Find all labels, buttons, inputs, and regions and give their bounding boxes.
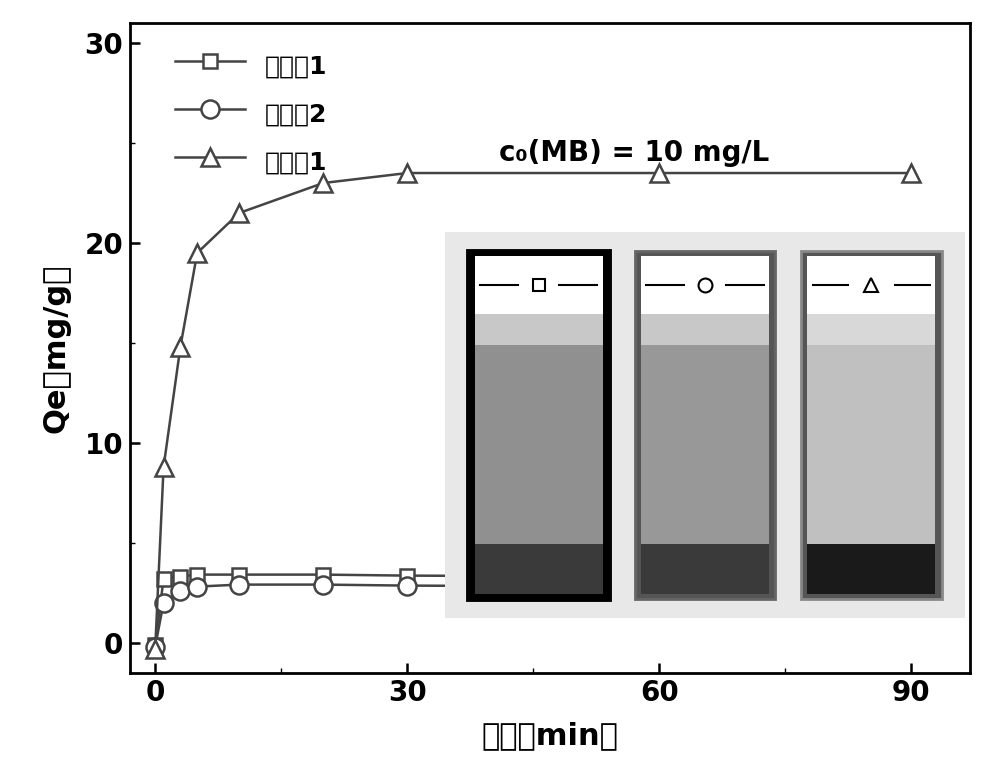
Text: c₀(MB) = 10 mg/L: c₀(MB) = 10 mg/L — [499, 139, 769, 167]
实施夗1 — [191, 248, 203, 257]
实施夗1 — [174, 342, 186, 352]
实施夗1 — [233, 209, 245, 218]
FancyBboxPatch shape — [475, 345, 603, 544]
FancyBboxPatch shape — [475, 256, 603, 314]
FancyBboxPatch shape — [475, 314, 603, 345]
对比夗1 — [158, 574, 170, 584]
对比夗1 — [149, 640, 161, 649]
对比夗2 — [191, 582, 203, 591]
实施夗1 — [149, 644, 161, 653]
Line: 实施夗1: 实施夗1 — [146, 164, 920, 658]
对比夗2 — [401, 581, 413, 591]
对比夗2 — [158, 598, 170, 608]
FancyBboxPatch shape — [468, 251, 609, 599]
FancyBboxPatch shape — [807, 256, 935, 314]
FancyBboxPatch shape — [641, 256, 769, 314]
FancyBboxPatch shape — [445, 232, 965, 618]
X-axis label: 时间（min）: 时间（min） — [482, 721, 618, 751]
对比夗2 — [905, 584, 917, 593]
FancyBboxPatch shape — [801, 251, 942, 599]
FancyBboxPatch shape — [641, 345, 769, 544]
实施夗1 — [905, 169, 917, 178]
Line: 对比夗2: 对比夗2 — [146, 576, 920, 656]
Y-axis label: Qe（mg/g）: Qe（mg/g） — [41, 263, 70, 433]
对比夗1 — [317, 570, 329, 579]
Legend: 对比夗1, 对比夗2, 实施夗1: 对比夗1, 对比夗2, 实施夗1 — [168, 43, 335, 184]
FancyBboxPatch shape — [635, 251, 775, 599]
对比夗2 — [653, 582, 665, 591]
实施夗1 — [317, 179, 329, 188]
FancyBboxPatch shape — [641, 544, 769, 594]
对比夗2 — [317, 580, 329, 589]
对比夗1 — [191, 570, 203, 579]
对比夗2 — [174, 586, 186, 595]
FancyBboxPatch shape — [807, 544, 935, 594]
FancyBboxPatch shape — [641, 314, 769, 345]
对比夗1 — [905, 570, 917, 579]
Line: 对比夗1: 对比夗1 — [148, 567, 918, 652]
FancyBboxPatch shape — [475, 544, 603, 594]
对比夗2 — [149, 642, 161, 651]
对比夗2 — [233, 580, 245, 589]
对比夗1 — [653, 572, 665, 581]
实施夗1 — [158, 462, 170, 472]
实施夗1 — [653, 169, 665, 178]
对比夗1 — [401, 571, 413, 581]
对比夗1 — [174, 572, 186, 581]
FancyBboxPatch shape — [807, 314, 935, 345]
对比夗1 — [233, 570, 245, 579]
实施夗1 — [401, 169, 413, 178]
FancyBboxPatch shape — [807, 345, 935, 544]
